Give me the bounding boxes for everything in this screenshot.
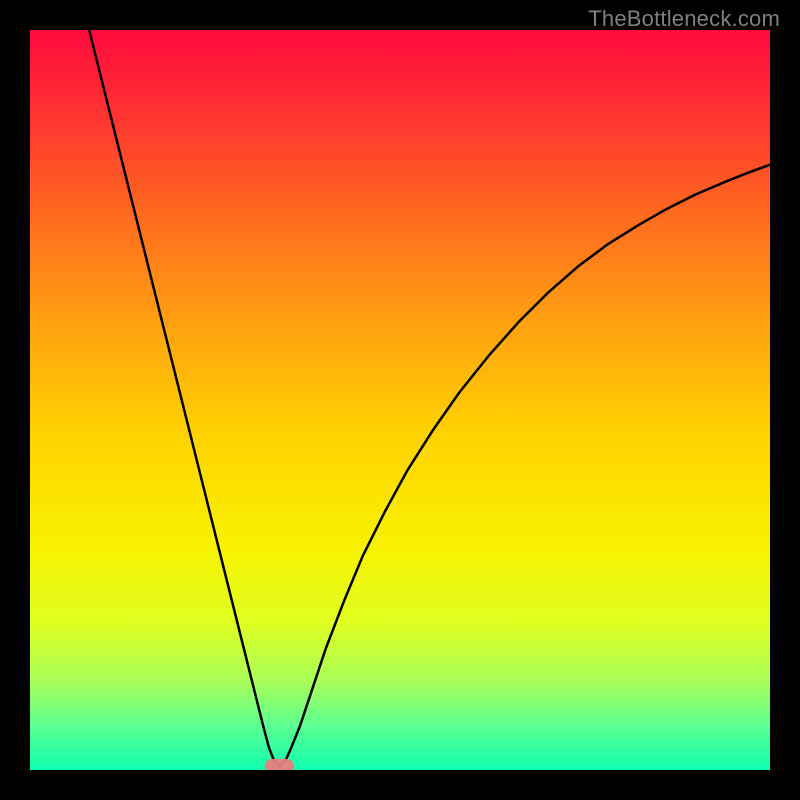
- watermark-text: TheBottleneck.com: [588, 6, 780, 32]
- bottleneck-chart: [30, 30, 770, 770]
- optimal-point-marker: [265, 759, 295, 770]
- chart-background: [30, 30, 770, 770]
- outer-frame: TheBottleneck.com: [0, 0, 800, 800]
